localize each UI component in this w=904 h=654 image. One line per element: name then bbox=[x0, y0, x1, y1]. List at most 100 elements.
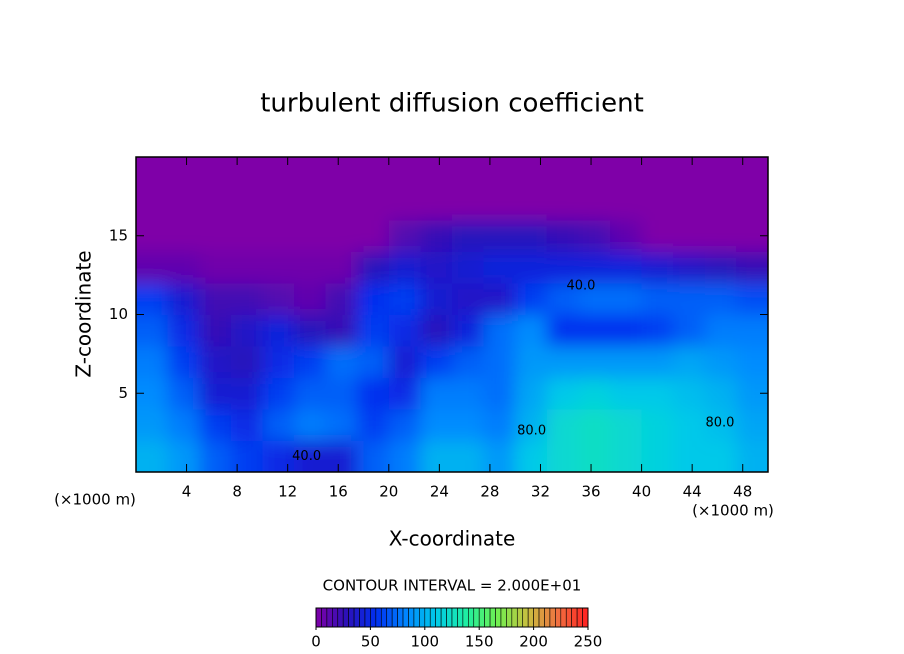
y-axis-label: Z-coordinate bbox=[72, 250, 96, 377]
field-cell bbox=[136, 251, 169, 284]
colorbar-swatch bbox=[353, 607, 360, 628]
field-cell bbox=[673, 283, 706, 315]
field-cell bbox=[515, 188, 548, 221]
colorbar-swatch bbox=[473, 607, 480, 628]
field-cell bbox=[136, 346, 169, 378]
x-tick-label: 12 bbox=[278, 483, 297, 501]
field-cell bbox=[641, 283, 674, 315]
field-cell bbox=[673, 251, 706, 284]
field-cell bbox=[515, 440, 548, 472]
field-cell bbox=[325, 220, 358, 252]
field-cell bbox=[357, 377, 390, 410]
field-cell bbox=[673, 409, 706, 441]
field-cell bbox=[388, 157, 421, 189]
field-cell bbox=[452, 220, 485, 252]
colorbar-swatch bbox=[516, 607, 524, 628]
y-unit: (×1000 m) bbox=[54, 491, 136, 509]
field-cell bbox=[136, 314, 169, 347]
field-cell bbox=[578, 346, 611, 378]
colorbar-swatch bbox=[391, 607, 398, 628]
field-cell bbox=[167, 377, 200, 410]
field-cell bbox=[673, 188, 706, 221]
field-cell bbox=[673, 220, 706, 252]
field-cell bbox=[546, 283, 579, 315]
field-cell bbox=[736, 314, 768, 347]
field-cell bbox=[578, 377, 611, 410]
field-cell bbox=[230, 251, 263, 284]
field-cell bbox=[483, 283, 516, 315]
colorbar-swatch bbox=[413, 607, 420, 628]
field-cell bbox=[578, 283, 611, 315]
field-cell bbox=[578, 251, 611, 284]
field-cell bbox=[167, 157, 200, 189]
colorbar-swatch bbox=[440, 607, 447, 628]
colorbar-tick-label: 200 bbox=[519, 633, 548, 651]
field-cell bbox=[452, 283, 485, 315]
field-cell bbox=[578, 314, 611, 347]
field-cell bbox=[230, 157, 263, 189]
field-cell bbox=[515, 220, 548, 252]
colorbar-swatch bbox=[386, 607, 393, 628]
colorbar-swatch bbox=[397, 607, 404, 628]
colorbar-swatch bbox=[451, 607, 458, 628]
colorbar-tick-label: 250 bbox=[574, 633, 603, 651]
field-cell bbox=[546, 409, 579, 441]
colorbar-swatch bbox=[375, 607, 382, 628]
field-cell bbox=[483, 251, 516, 284]
field-cell bbox=[167, 283, 200, 315]
field-cell bbox=[388, 346, 421, 378]
field-cell bbox=[736, 346, 768, 378]
field-cell bbox=[420, 188, 453, 221]
field-cell bbox=[420, 220, 453, 252]
field-cell bbox=[357, 346, 390, 378]
field-cell bbox=[704, 283, 737, 315]
x-axis-label: X-coordinate bbox=[389, 527, 516, 551]
field-cell bbox=[230, 220, 263, 252]
field-cell bbox=[167, 220, 200, 252]
colorbar-swatch bbox=[424, 607, 431, 628]
field-cell bbox=[610, 157, 643, 189]
colorbar-tick-label: 100 bbox=[410, 633, 439, 651]
field-cell bbox=[515, 157, 548, 189]
field-cell bbox=[199, 314, 232, 347]
contour-interval: CONTOUR INTERVAL = 2.000E+01 bbox=[323, 577, 582, 595]
field-cell bbox=[420, 377, 453, 410]
field-cell bbox=[388, 283, 421, 315]
colorbar-swatch bbox=[555, 607, 562, 628]
field-cell bbox=[294, 188, 327, 221]
colorbar-swatch bbox=[402, 607, 409, 628]
x-tick-label: 28 bbox=[480, 483, 499, 501]
field-cell bbox=[325, 188, 358, 221]
field-cell bbox=[546, 157, 579, 189]
field-cell bbox=[641, 409, 674, 441]
x-unit: (×1000 m) bbox=[692, 502, 774, 520]
field-cell bbox=[199, 377, 232, 410]
colorbar-swatch bbox=[326, 607, 333, 628]
field-cell bbox=[388, 440, 421, 472]
field-cell bbox=[673, 157, 706, 189]
field-cell bbox=[420, 346, 453, 378]
field-cell bbox=[294, 346, 327, 378]
colorbar-swatch bbox=[495, 607, 502, 628]
field-cell bbox=[483, 188, 516, 221]
field-cell bbox=[483, 440, 516, 472]
field-cell bbox=[136, 188, 169, 221]
field-cell bbox=[452, 157, 485, 189]
colorbar-swatch bbox=[332, 607, 339, 628]
colorbar-swatch bbox=[446, 607, 453, 628]
field-cells bbox=[136, 157, 768, 472]
field-cell bbox=[515, 377, 548, 410]
colorbar-swatch bbox=[321, 607, 328, 628]
field-cell bbox=[388, 251, 421, 284]
y-tick-label: 10 bbox=[109, 305, 128, 323]
colorbar-swatch bbox=[582, 607, 589, 628]
field-cell bbox=[578, 188, 611, 221]
colorbar-swatch bbox=[506, 607, 513, 628]
colorbar-swatch bbox=[462, 607, 469, 628]
field-cell bbox=[736, 283, 768, 315]
field-cell bbox=[388, 409, 421, 441]
x-tick-label: 32 bbox=[531, 483, 550, 501]
contour-label: 40.0 bbox=[292, 449, 321, 464]
field-cell bbox=[136, 409, 169, 441]
field-cell bbox=[325, 157, 358, 189]
